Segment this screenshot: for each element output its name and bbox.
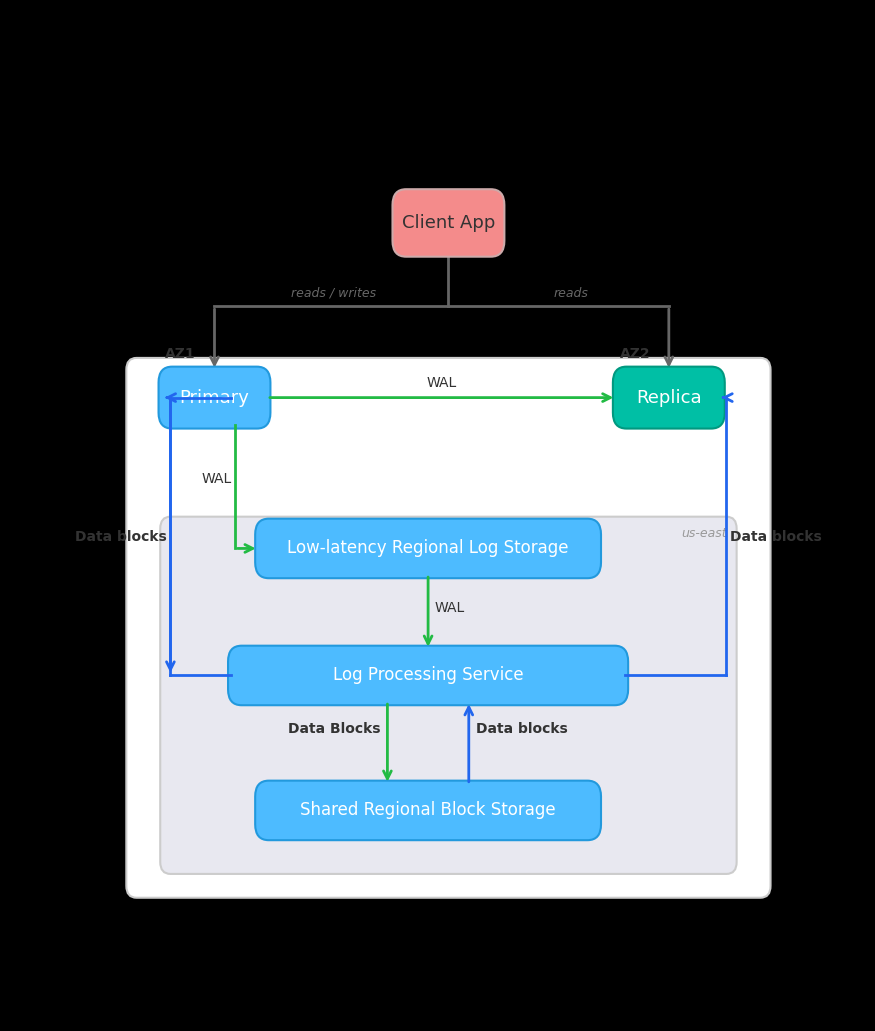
Text: Data blocks: Data blocks	[730, 530, 822, 543]
FancyBboxPatch shape	[158, 367, 270, 429]
Text: Low-latency Regional Log Storage: Low-latency Regional Log Storage	[287, 539, 569, 558]
Text: WAL: WAL	[435, 601, 466, 614]
Text: Primary: Primary	[179, 389, 249, 406]
FancyBboxPatch shape	[255, 519, 601, 578]
Text: Data blocks: Data blocks	[476, 722, 567, 736]
Text: Replica: Replica	[636, 389, 702, 406]
Text: Data blocks: Data blocks	[75, 530, 167, 543]
Text: WAL: WAL	[201, 471, 231, 486]
Text: AZ1: AZ1	[165, 347, 196, 361]
Text: Client App: Client App	[402, 214, 495, 232]
Text: Shared Regional Block Storage: Shared Regional Block Storage	[300, 801, 556, 820]
FancyBboxPatch shape	[228, 645, 628, 705]
FancyBboxPatch shape	[126, 358, 771, 898]
Text: AZ2: AZ2	[620, 347, 650, 361]
Text: Data Blocks: Data Blocks	[288, 722, 381, 736]
Text: Log Processing Service: Log Processing Service	[332, 666, 523, 685]
Text: us-east: us-east	[681, 527, 726, 540]
Text: reads / writes: reads / writes	[290, 287, 375, 300]
Text: WAL: WAL	[426, 375, 457, 390]
FancyBboxPatch shape	[393, 190, 504, 257]
FancyBboxPatch shape	[612, 367, 724, 429]
FancyBboxPatch shape	[255, 780, 601, 840]
Text: reads: reads	[553, 287, 588, 300]
FancyBboxPatch shape	[160, 517, 737, 874]
